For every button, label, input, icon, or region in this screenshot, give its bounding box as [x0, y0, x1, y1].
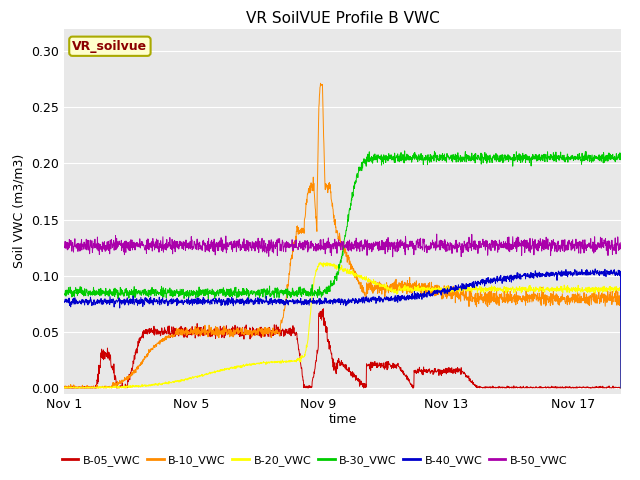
B-20_VWC	[601, 287, 609, 292]
Line: B-05_VWC: B-05_VWC	[64, 309, 621, 388]
B-40_VWC	[617, 385, 625, 391]
B-50_VWC	[316, 243, 324, 249]
B-10_VWC	[332, 221, 339, 227]
B-05_VWC	[332, 364, 339, 370]
B-30_VWC	[499, 160, 507, 166]
B-30_VWC	[617, 150, 625, 156]
Legend: B-05_VWC, B-10_VWC, B-20_VWC, B-30_VWC, B-40_VWC, B-50_VWC: B-05_VWC, B-10_VWC, B-20_VWC, B-30_VWC, …	[57, 450, 572, 470]
B-50_VWC	[60, 245, 68, 251]
B-30_VWC	[331, 275, 339, 280]
B-30_VWC	[401, 148, 408, 154]
B-30_VWC	[316, 289, 324, 295]
B-05_VWC	[60, 385, 68, 391]
B-05_VWC	[602, 385, 609, 391]
B-10_VWC	[60, 384, 68, 390]
B-20_VWC	[60, 385, 68, 391]
Line: B-30_VWC: B-30_VWC	[64, 151, 621, 299]
B-10_VWC	[617, 294, 625, 300]
B-40_VWC	[316, 297, 324, 303]
B-50_VWC	[433, 231, 440, 237]
B-20_VWC	[602, 288, 609, 294]
B-20_VWC	[93, 385, 100, 391]
Line: B-50_VWC: B-50_VWC	[64, 234, 621, 257]
B-20_VWC	[316, 260, 324, 265]
Line: B-40_VWC: B-40_VWC	[64, 269, 621, 388]
B-40_VWC	[601, 267, 609, 273]
B-40_VWC	[88, 300, 96, 305]
B-05_VWC	[499, 384, 507, 390]
B-50_VWC	[389, 254, 397, 260]
B-05_VWC	[60, 384, 68, 390]
B-10_VWC	[602, 303, 609, 309]
Line: B-20_VWC: B-20_VWC	[64, 263, 621, 388]
B-30_VWC	[114, 296, 122, 301]
B-50_VWC	[601, 240, 609, 246]
B-40_VWC	[591, 266, 599, 272]
B-10_VWC	[499, 298, 507, 304]
B-10_VWC	[89, 384, 97, 390]
Line: B-10_VWC: B-10_VWC	[64, 83, 621, 388]
X-axis label: time: time	[328, 413, 356, 426]
B-10_VWC	[73, 385, 81, 391]
B-20_VWC	[323, 260, 331, 265]
B-50_VWC	[617, 246, 625, 252]
B-50_VWC	[499, 244, 507, 250]
B-30_VWC	[88, 292, 96, 298]
B-10_VWC	[316, 84, 324, 89]
B-10_VWC	[601, 297, 609, 303]
B-05_VWC	[601, 385, 609, 391]
B-50_VWC	[331, 236, 339, 242]
B-20_VWC	[332, 265, 339, 271]
B-10_VWC	[317, 80, 324, 86]
B-40_VWC	[499, 275, 506, 281]
B-20_VWC	[88, 384, 96, 390]
B-50_VWC	[602, 241, 609, 247]
B-20_VWC	[499, 287, 507, 293]
Title: VR SoilVUE Profile B VWC: VR SoilVUE Profile B VWC	[246, 11, 439, 26]
Y-axis label: Soil VWC (m3/m3): Soil VWC (m3/m3)	[13, 154, 26, 268]
B-05_VWC	[319, 306, 327, 312]
B-40_VWC	[601, 266, 609, 272]
Text: VR_soilvue: VR_soilvue	[72, 40, 147, 53]
B-30_VWC	[60, 292, 68, 298]
B-50_VWC	[88, 250, 96, 255]
B-40_VWC	[331, 300, 339, 306]
B-30_VWC	[602, 154, 609, 160]
B-05_VWC	[316, 309, 324, 314]
B-30_VWC	[601, 158, 609, 164]
B-40_VWC	[60, 299, 68, 304]
B-05_VWC	[617, 384, 625, 390]
B-20_VWC	[617, 385, 625, 391]
B-05_VWC	[89, 385, 97, 391]
